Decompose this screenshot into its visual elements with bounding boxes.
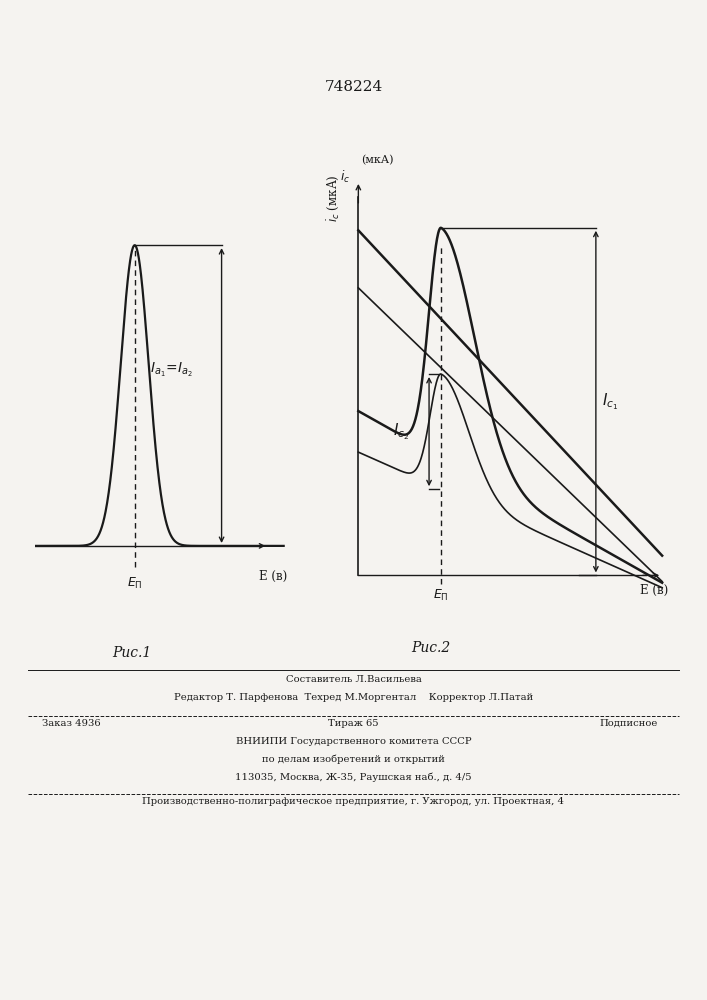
Text: Производственно-полиграфическое предприятие, г. Ужгород, ул. Проектная, 4: Производственно-полиграфическое предприя…: [143, 797, 564, 806]
Text: $E_{\Pi}$: $E_{\Pi}$: [127, 576, 143, 591]
Text: $I_{c_2}$: $I_{c_2}$: [393, 421, 409, 442]
Text: $I_{a_1}\!=\!I_{a_2}$: $I_{a_1}\!=\!I_{a_2}$: [150, 361, 193, 379]
Text: Подписное: Подписное: [599, 719, 658, 728]
Text: (мкА): (мкА): [361, 155, 394, 166]
Text: $I_{c_1}$: $I_{c_1}$: [602, 391, 619, 412]
Text: Редактор Т. Парфенова  Техред М.Моргентал    Корректор Л.Патай: Редактор Т. Парфенова Техред М.Моргентал…: [174, 693, 533, 702]
Text: 113035, Москва, Ж-35, Раушская наб., д. 4/5: 113035, Москва, Ж-35, Раушская наб., д. …: [235, 773, 472, 782]
Text: $\dot{\imath}_c$ (мкА): $\dot{\imath}_c$ (мкА): [326, 174, 341, 222]
Text: 748224: 748224: [325, 80, 382, 94]
Text: Рис.2: Рис.2: [411, 641, 451, 655]
Text: $i_c$: $i_c$: [340, 169, 350, 185]
Text: Рис.1: Рис.1: [112, 646, 152, 660]
Text: ВНИИПИ Государственного комитета СССР: ВНИИПИ Государственного комитета СССР: [235, 737, 472, 746]
Text: Заказ 4936: Заказ 4936: [42, 719, 101, 728]
Text: по делам изобретений и открытий: по делам изобретений и открытий: [262, 755, 445, 764]
Text: E (в): E (в): [259, 570, 287, 583]
Text: $E_{\Pi}$: $E_{\Pi}$: [433, 588, 449, 603]
Text: Составитель Л.Васильева: Составитель Л.Васильева: [286, 675, 421, 684]
Text: Тираж 65: Тираж 65: [328, 719, 379, 728]
Text: E (в): E (в): [640, 584, 668, 597]
